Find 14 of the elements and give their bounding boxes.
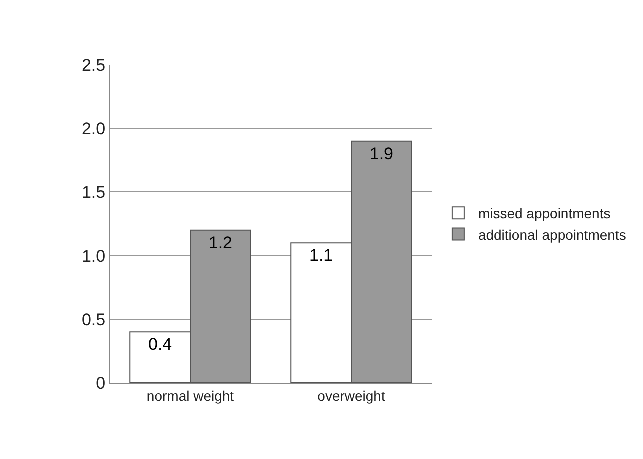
data-label: 0.4 [148, 335, 172, 354]
x-tick-label: overweight [318, 388, 386, 404]
x-tick-label: normal weight [146, 388, 234, 404]
data-label: 1.2 [208, 233, 233, 252]
legend-label: missed appointments [478, 206, 611, 222]
y-tick-label: 2.5 [82, 56, 106, 75]
legend-label: additional appointments [478, 226, 626, 243]
y-tick-label: 0 [96, 374, 106, 393]
data-label: 1.9 [370, 144, 394, 164]
y-tick-label: 1.0 [82, 246, 106, 266]
y-tick-label: 2.0 [82, 120, 106, 139]
y-tick-label: 1.5 [82, 183, 106, 202]
data-label: 1.1 [309, 246, 334, 266]
y-tick-label: 0.5 [82, 310, 106, 330]
